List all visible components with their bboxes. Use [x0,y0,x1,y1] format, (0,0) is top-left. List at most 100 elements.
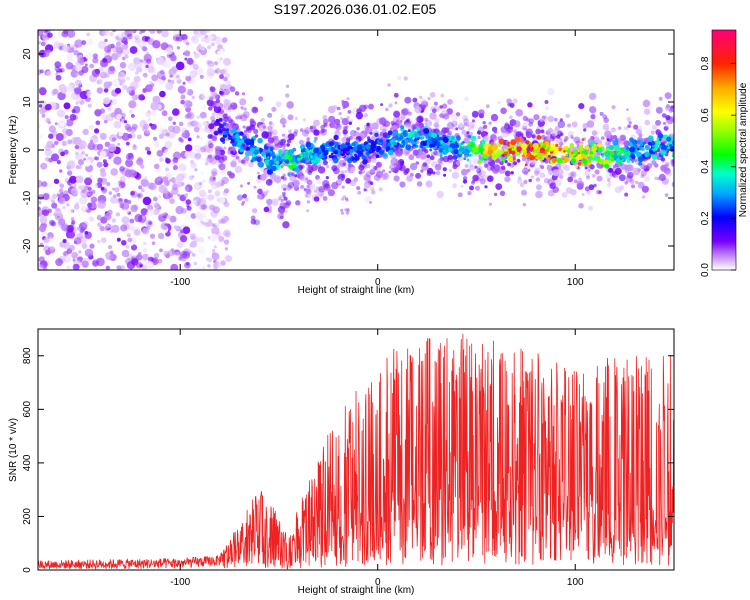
spectrogram-noise-blob [80,185,89,193]
spectrogram-halo-blob [331,181,339,190]
spectrogram-halo-blob [464,96,469,102]
spectrogram-noise-blob [187,80,191,84]
spectrogram-ridge-blob [292,147,297,152]
spectrogram-noise-blob [149,30,156,34]
spectrogram-noise-blob [147,66,155,73]
spectrogram-noise-blob [116,113,122,120]
spectrogram-halo-blob [284,209,288,214]
spectrogram-ridge-blob [299,145,304,149]
spectrogram-halo-blob [545,179,549,183]
spectrogram-halo-blob [369,200,372,204]
spectrogram-halo-blob [368,103,374,110]
spectrogram-noise-blob [78,250,82,254]
spectrogram-noise-blob [66,30,76,38]
spectrogram-halo-blob [315,175,320,180]
spectrogram-noise-blob [101,114,108,121]
spectrogram-noise-blob [211,223,216,227]
spectrogram-halo-blob [505,128,511,135]
spectrogram-halo-blob [219,90,225,96]
spectrogram-noise-blob [190,213,197,219]
spectrogram-noise-blob [94,184,99,189]
spectrogram-noise-blob [39,215,48,224]
spectrogram-noise-blob [96,214,102,220]
spectrogram-streak-blob [305,156,309,160]
spectrogram-halo-blob [446,132,452,137]
spectrogram-noise-blob [200,45,206,51]
spectrogram-halo-blob [401,108,409,116]
spectrogram-noise-blob [103,88,109,93]
spectrogram-noise-blob [190,240,197,248]
spectrogram-halo-blob [501,165,506,170]
spectrogram-halo-blob [564,136,569,141]
spectrogram-noise-blob [152,196,158,202]
spectrogram-noise-blob [202,179,206,183]
spectrogram-ridge-blob [581,138,585,141]
spectrogram-ridge-blob [604,153,609,157]
spectrogram-noise-blob [51,202,58,209]
spectrogram-noise-blob [162,176,169,183]
spectrogram-noise-blob [88,216,95,222]
spectrogram-noise-blob [223,215,230,222]
spectrogram-noise-blob [49,219,55,226]
spectrogram-streak-blob [345,211,349,215]
spectrogram-halo-blob [517,176,522,181]
spectrogram-ridge-blob [330,152,334,156]
spectrogram-ridge-blob [637,156,644,163]
spectrogram-noise-blob [118,131,124,137]
spectrogram-halo-blob [416,181,423,187]
spectrogram-halo-blob [280,183,288,191]
spectrogram-halo-blob [523,179,528,185]
spectrogram-halo-blob [476,168,482,174]
spectrogram-halo-blob [676,97,680,101]
spectrogram-ridge-blob [395,135,399,139]
colorbar-tick-label: 0.2 [700,211,711,225]
spectrogram-noise-blob [126,87,133,94]
spectrogram-noise-blob [196,135,200,139]
spectrogram-noise-blob [104,52,112,60]
spectrogram-noise-blob [153,208,160,215]
spectrogram-streak-blob [305,193,309,197]
spectrogram-halo-blob [655,119,661,126]
spectrogram-halo-blob [215,150,221,156]
spectrogram-noise-blob [142,248,148,253]
spectrogram-halo-blob [492,167,499,174]
spectrogram-noise-blob [145,260,154,269]
spectrogram-noise-blob [66,54,74,62]
spectrogram-noise-blob [107,81,113,87]
spectrogram-noise-blob [50,199,56,204]
spectrogram-noise-blob [126,126,133,133]
spectrogram-noise-blob [57,109,66,118]
spectrogram-halo-blob [294,129,299,134]
spectrogram-halo-blob [279,117,287,125]
spectrogram-noise-blob [101,188,108,194]
spectrogram-halo-blob [527,169,531,172]
spectrogram-streak-blob [280,198,284,202]
spectrogram-halo-blob [591,130,598,136]
spectrogram-halo-blob [507,162,511,167]
spectrogram-noise-blob [146,58,152,64]
spectrogram-ridge-blob [526,152,532,159]
spectrogram-ridge-blob [626,159,631,164]
spectrogram-noise-blob [201,92,209,99]
spectrogram-noise-blob [103,97,111,105]
spectrogram-halo-blob [218,156,225,164]
spectrogram-halo-blob [237,159,242,163]
spectrogram-noise-blob [51,130,58,136]
spectrogram-halo-blob [429,155,435,161]
spectrogram-halo-blob [249,118,255,124]
spectrogram-noise-blob [81,66,89,74]
spectrogram-halo-blob [624,192,629,197]
spectrogram-halo-blob [371,154,377,160]
spectrogram-halo-blob [504,176,511,183]
spectrogram-halo-blob [455,127,459,131]
spectrogram-noise-blob [84,231,92,239]
spectrogram-ridge-blob [258,147,263,153]
spectrogram-halo-blob [265,179,273,186]
spectrogram-halo-blob [515,131,522,138]
spectrogram-halo-blob [516,178,523,184]
colorbar-tick-label: 0.4 [700,159,711,173]
spectrogram-streak-blob [240,106,245,110]
spectrogram-halo-blob [320,124,326,130]
spectrogram-noise-blob [207,60,215,68]
spectrogram-noise-blob [91,189,96,194]
